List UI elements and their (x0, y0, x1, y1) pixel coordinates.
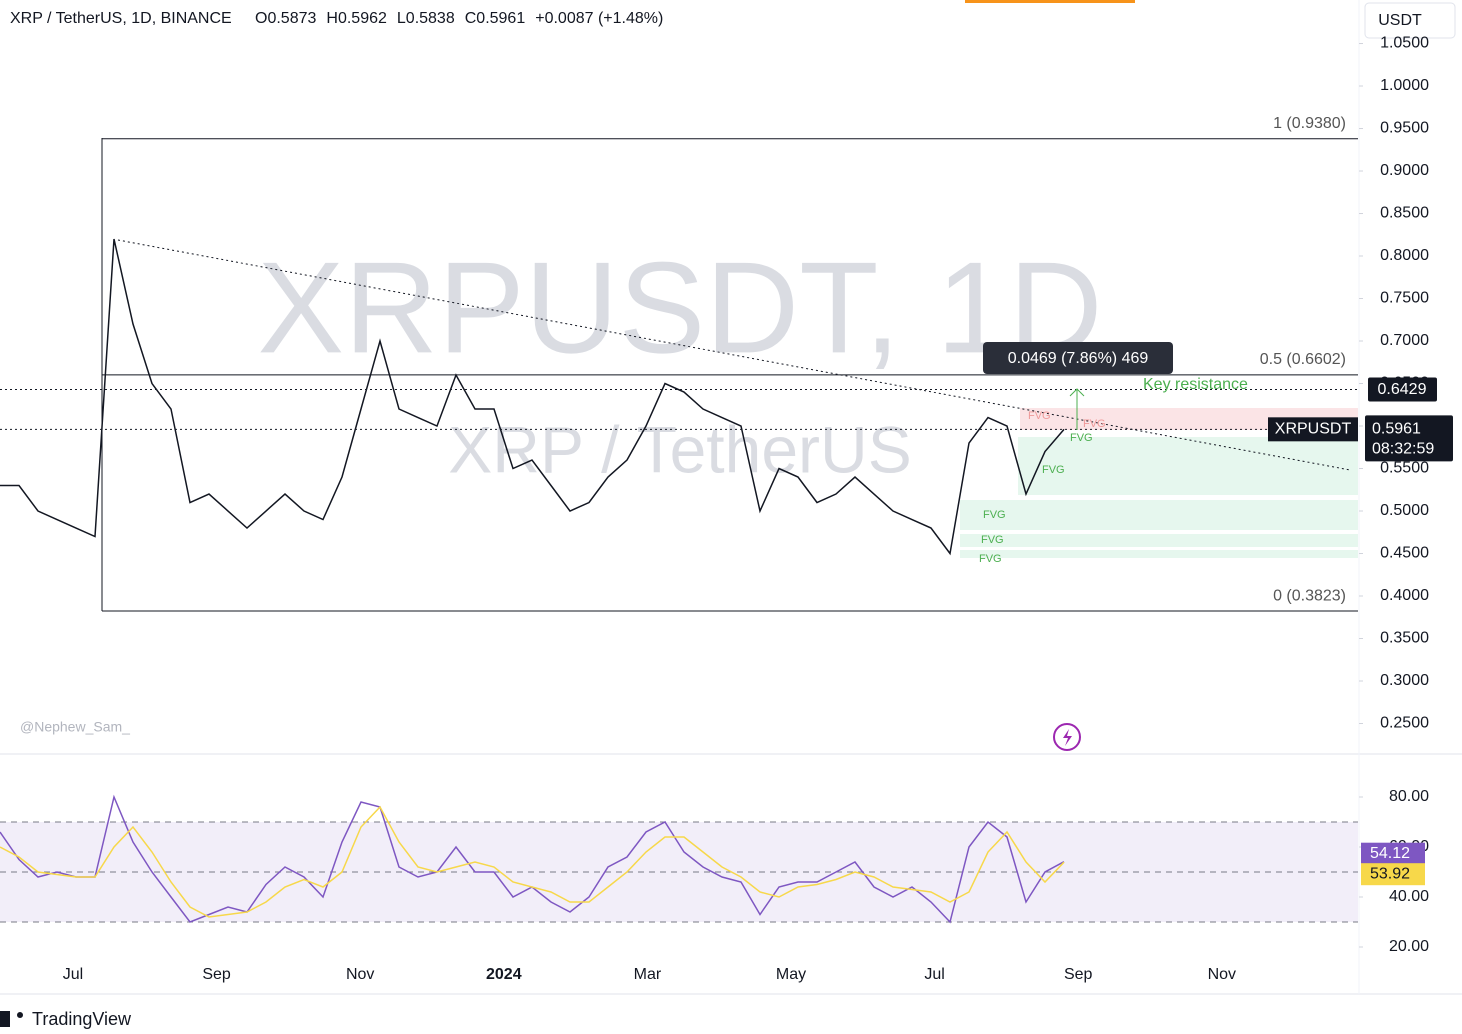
fvg-label: FVG (983, 509, 1006, 521)
ohlc-value: H0.5962 (326, 10, 387, 27)
fvg-label: FVG (1083, 418, 1106, 430)
symbol: XRP / TetherUS, 1D, BINANCE (10, 10, 232, 27)
series-line (0, 805, 1065, 918)
y-tick-label: 0.4500 (1380, 545, 1429, 562)
ohlc-value: C0.5961 (465, 10, 526, 27)
ohlc-value: L0.5838 (397, 10, 455, 27)
y-tick-label: 0.8000 (1380, 247, 1429, 264)
x-tick-label: Nov (346, 966, 374, 983)
x-tick-label: May (776, 966, 806, 983)
fvg-label: FVG (1070, 432, 1093, 444)
currency-button[interactable] (1364, 2, 1456, 39)
y-tick-label: 40.00 (1389, 888, 1429, 905)
ohlc-value: +0.0087 (+1.48%) (535, 10, 663, 27)
trend-line (117, 239, 1351, 471)
ohlc-value: O0.5873 (255, 10, 316, 27)
x-tick-label: 2024 (486, 966, 522, 983)
y-tick-label: 0.8500 (1380, 205, 1429, 222)
y-tick-label: 0.3000 (1380, 672, 1429, 689)
series-line (0, 238, 1065, 556)
fvg-label: FVG (1042, 464, 1065, 476)
rsi-value: 53.92 (1370, 865, 1410, 882)
fvg-zone (960, 534, 1358, 547)
rsi-band (0, 822, 1358, 922)
y-tick-label: 0.7000 (1380, 332, 1429, 349)
price-label-bg (1368, 377, 1437, 402)
y-tick-label: 0.5000 (1380, 502, 1429, 519)
logo (0, 1011, 10, 1027)
watermark: XRPUSDT, 1D (257, 234, 1102, 380)
fib-label: 0 (0.3823) (1273, 587, 1346, 604)
fvg-zone (960, 550, 1358, 558)
fvg-label: FVG (1028, 410, 1051, 422)
timer: 08:32:59 (1372, 441, 1434, 458)
fvg-zone (960, 500, 1358, 530)
y-tick-label: 0.9000 (1380, 162, 1429, 179)
resistance-label: Key resistance (1143, 376, 1248, 393)
y-tick-label: 1.0000 (1380, 77, 1429, 94)
symbol-tag-bg (1268, 417, 1358, 442)
brand: TradingView (0, 1009, 132, 1029)
fvg-label: FVG (979, 553, 1002, 565)
y-tick-label: 20.00 (1389, 938, 1429, 955)
rsi-value: 54.12 (1370, 845, 1410, 862)
y-tick-label: 1.0500 (1380, 35, 1429, 52)
alert-icon (1063, 729, 1072, 746)
fvg-label: FVG (981, 534, 1004, 546)
watermark-sub: XRP / TetherUS (448, 412, 911, 486)
y-tick-label: 0.3500 (1380, 630, 1429, 647)
fvg-zone (1018, 437, 1358, 495)
measure-box (983, 342, 1173, 374)
fib-label: 1 (0.9380) (1273, 115, 1346, 132)
alert-icon[interactable] (1053, 723, 1081, 751)
currency[interactable]: USDT (1378, 12, 1422, 29)
rsi-value-bg (1361, 863, 1425, 886)
measure-arrow (1069, 388, 1085, 430)
last-price: 0.5961 (1372, 421, 1421, 438)
x-tick-label: Sep (202, 966, 231, 983)
y-tick-label: 0.7500 (1380, 290, 1429, 307)
y-tick-label: 0.4000 (1380, 587, 1429, 604)
logo (17, 1012, 23, 1018)
y-tick-label: 0.2500 (1380, 715, 1429, 732)
fib-label: 0.5 (0.6602) (1260, 351, 1346, 368)
rsi-value-bg (1361, 842, 1425, 865)
x-tick-label: Jul (924, 966, 944, 983)
y-tick-label: 0.5500 (1380, 460, 1429, 477)
y-tick-label: 0.9500 (1380, 120, 1429, 137)
top-accent (965, 0, 1135, 3)
x-tick-label: Sep (1064, 966, 1093, 983)
y-tick-label: 80.00 (1389, 788, 1429, 805)
x-tick-label: Nov (1208, 966, 1236, 983)
x-tick-label: Jul (63, 966, 83, 983)
author: @Nephew_Sam_ (20, 719, 130, 735)
measure-label: 0.0469 (7.86%) 469 (1008, 350, 1149, 367)
x-tick-label: Mar (634, 966, 662, 983)
price-label-bg (1365, 415, 1453, 462)
brand-name: TradingView (32, 1009, 132, 1029)
symbol-tag: XRPUSDT (1275, 421, 1352, 438)
resistance-price: 0.6429 (1378, 381, 1427, 398)
